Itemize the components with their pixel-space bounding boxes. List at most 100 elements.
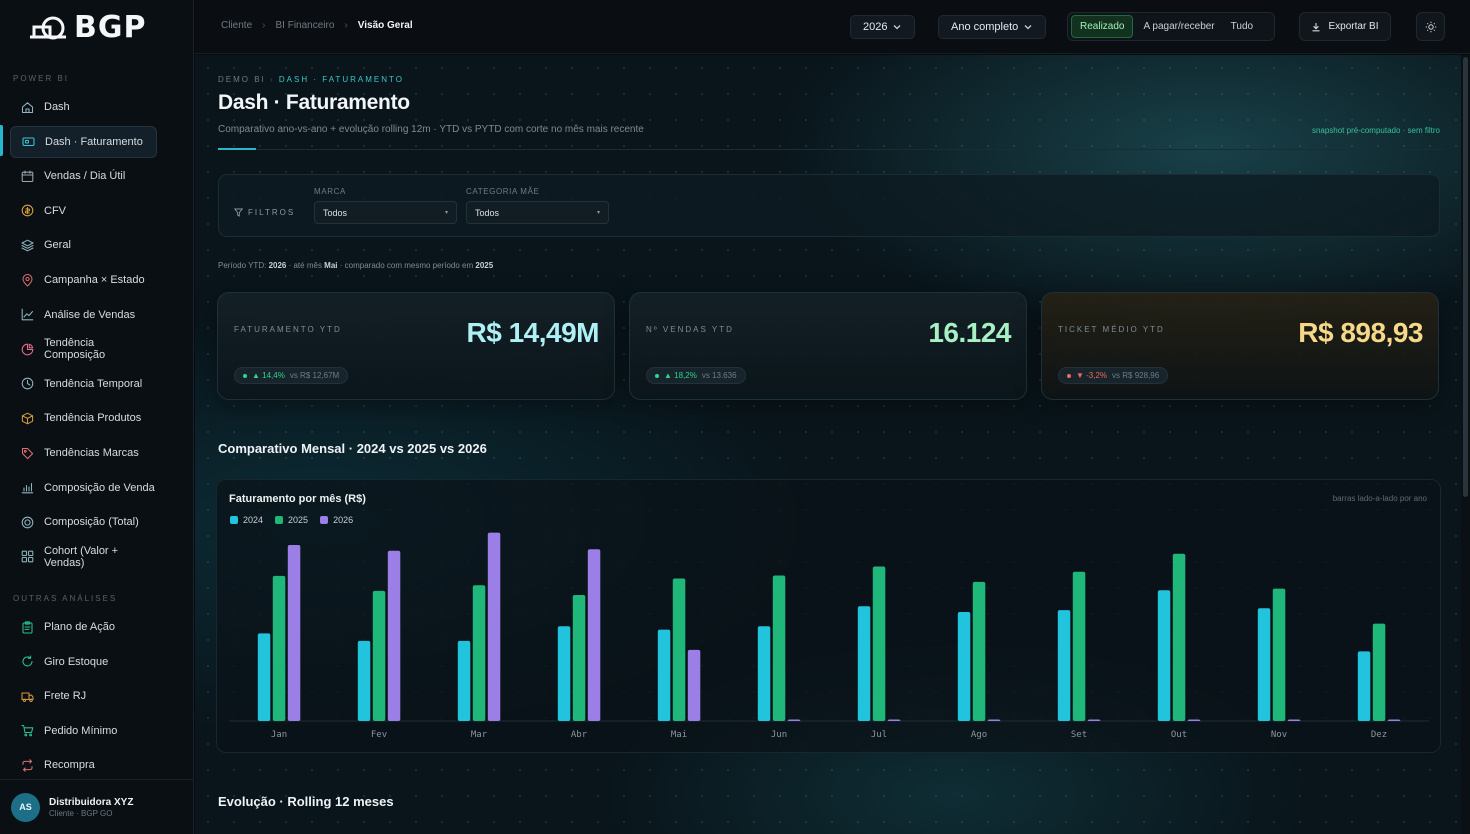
bar-mar-2025[interactable] — [472, 585, 486, 721]
bar-mai-2024[interactable] — [657, 629, 671, 721]
kpi-label: Nº VENDAS YTD — [646, 325, 734, 334]
grid-icon — [21, 550, 34, 563]
breadcrumb-bi-financeiro[interactable]: BI Financeiro — [275, 20, 335, 31]
sidebar-item-plano-de-a-o[interactable]: Plano de Ação — [10, 611, 157, 643]
period-note-month: Mai — [324, 261, 338, 270]
sidebar-item-tend-ncia-temporal[interactable]: Tendência Temporal — [10, 368, 157, 400]
scrollbar-thumb[interactable] — [1463, 57, 1468, 497]
map-pin-icon — [22, 273, 33, 287]
avatar: AS — [11, 792, 40, 822]
bar-mar-2026[interactable] — [487, 532, 501, 721]
kpi-value: R$ 14,49M — [466, 317, 600, 348]
legend-item-2024[interactable]: 2024 — [230, 515, 263, 525]
bar-jan-2024[interactable] — [257, 633, 271, 721]
faturamento-chart-card: Faturamento por mês (R$) barras lado-a-l… — [216, 479, 1441, 753]
bar-fev-2024[interactable] — [357, 640, 371, 721]
sidebar-item-pedido-m-nimo[interactable]: Pedido Mínimo — [10, 715, 157, 747]
sidebar-item-frete-rj[interactable]: Frete RJ — [10, 680, 157, 712]
bar-ago-2025[interactable] — [972, 581, 986, 721]
theme-toggle-button[interactable] — [1416, 12, 1445, 41]
segment-a-pagar-receber[interactable]: A pagar/receber — [1143, 21, 1215, 32]
marca-filter-label: MARCA — [314, 187, 346, 196]
status-segmented-control: Realizado A pagar/receber Tudo — [1067, 12, 1275, 41]
legend-item-2025[interactable]: 2025 — [275, 515, 308, 525]
bar-set-2025[interactable] — [1072, 571, 1086, 721]
bar-fev-2026[interactable] — [387, 550, 401, 721]
account-switcher[interactable]: AS Distribuidora XYZ Cliente · BGP GO — [0, 779, 194, 834]
bar-set-2026[interactable] — [1087, 719, 1101, 722]
x-tick-label: Fev — [371, 730, 387, 740]
bar-mar-2024[interactable] — [457, 640, 471, 721]
sidebar-item-cohort-valor-vendas[interactable]: Cohort (Valor + Vendas) — [10, 541, 157, 573]
bar-nov-2025[interactable] — [1272, 588, 1286, 721]
bar-set-2024[interactable] — [1057, 610, 1071, 721]
bar-dez-2025[interactable] — [1372, 623, 1386, 721]
home-icon — [21, 101, 34, 113]
sidebar-item-vendas-dia-til[interactable]: Vendas / Dia Útil — [10, 160, 157, 192]
bar-abr-2025[interactable] — [572, 595, 586, 721]
sidebar-item-giro-estoque[interactable]: Giro Estoque — [10, 646, 157, 678]
bar-ago-2026[interactable] — [987, 719, 1001, 722]
period-note-year: 2026 — [268, 261, 287, 270]
sidebar-item-composi-o-de-venda[interactable]: Composição de Venda — [10, 472, 157, 504]
sidebar-item-an-lise-de-vendas[interactable]: Análise de Vendas — [10, 299, 157, 331]
x-tick-label: Jun — [771, 730, 787, 740]
bar-jan-2026[interactable] — [287, 545, 301, 721]
period-select[interactable]: Ano completo — [938, 15, 1046, 39]
sidebar-item-campanha-estado[interactable]: Campanha × Estado — [10, 264, 157, 296]
categoria-select[interactable]: Todos ▾ — [466, 201, 609, 224]
dashboard-icon — [22, 137, 35, 147]
bar-jun-2024[interactable] — [757, 626, 771, 721]
bar-mai-2026[interactable] — [687, 649, 701, 721]
topbar: Cliente › BI Financeiro › Visão Geral 20… — [195, 0, 1470, 54]
bar-out-2026[interactable] — [1187, 719, 1201, 722]
sidebar-item-label: Tendência Produtos — [44, 412, 142, 425]
legend-swatch — [230, 516, 238, 524]
sidebar-item-tend-ncia-composi-o[interactable]: Tendência Composição — [10, 333, 157, 365]
sidebar-item-geral[interactable]: Geral — [10, 229, 157, 261]
sidebar-item-label: Tendência Temporal — [44, 377, 143, 390]
sidebar-item-tend-ncia-produtos[interactable]: Tendência Produtos — [10, 402, 157, 434]
sidebar-item-label: Campanha × Estado — [44, 274, 145, 286]
sidebar-item-label: Frete RJ — [44, 690, 87, 703]
kpi-delta: ▼ -3,2% — [1076, 371, 1108, 380]
bar-dez-2024[interactable] — [1357, 651, 1371, 721]
bar-dez-2026[interactable] — [1387, 719, 1401, 722]
sidebar-item-dash[interactable]: Dash — [10, 91, 157, 123]
bar-jun-2026[interactable] — [787, 719, 801, 722]
bar-nov-2024[interactable] — [1257, 608, 1271, 721]
marca-select[interactable]: Todos ▾ — [314, 201, 457, 224]
sidebar-item-recompra[interactable]: Recompra — [10, 749, 157, 781]
bar-jul-2024[interactable] — [857, 606, 871, 721]
bar-out-2025[interactable] — [1172, 553, 1186, 721]
breadcrumb-cliente[interactable]: Cliente — [221, 20, 253, 31]
export-button[interactable]: Exportar BI — [1299, 12, 1391, 41]
box-icon — [21, 412, 34, 425]
bar-jan-2025[interactable] — [272, 575, 286, 721]
year-select[interactable]: 2026 — [850, 15, 915, 39]
sidebar-item-label: Geral — [44, 239, 71, 252]
bar-out-2024[interactable] — [1157, 590, 1171, 721]
sidebar-item-tend-ncias-marcas[interactable]: Tendências Marcas — [10, 437, 157, 469]
brand-logo[interactable]: BGP — [28, 10, 146, 45]
bar-jul-2026[interactable] — [887, 719, 901, 722]
chart-legend: 2024 2025 2026 — [230, 515, 353, 525]
legend-label: 2024 — [243, 515, 264, 525]
bar-nov-2026[interactable] — [1287, 719, 1301, 722]
sidebar-item-dash-faturamento[interactable]: Dash · Faturamento — [10, 125, 157, 158]
bar-fev-2025[interactable] — [372, 590, 386, 721]
period-note-pre: Período YTD: — [218, 261, 267, 270]
bar-ago-2024[interactable] — [957, 612, 971, 721]
sidebar-item-cfv[interactable]: CFV — [10, 195, 157, 227]
segment-tudo[interactable]: Tudo — [1230, 21, 1254, 32]
bar-abr-2024[interactable] — [557, 626, 571, 721]
bar-mai-2025[interactable] — [672, 578, 686, 722]
scrollbar[interactable] — [1461, 55, 1470, 834]
bar-jul-2025[interactable] — [872, 566, 886, 722]
sidebar-item-composi-o-total[interactable]: Composição (Total) — [10, 506, 157, 538]
bar-abr-2026[interactable] — [587, 549, 601, 721]
segment-realizado[interactable]: Realizado — [1071, 15, 1134, 38]
sidebar-item-label: CFV — [44, 204, 66, 217]
legend-item-2026[interactable]: 2026 — [320, 515, 353, 525]
bar-jun-2025[interactable] — [772, 575, 786, 722]
